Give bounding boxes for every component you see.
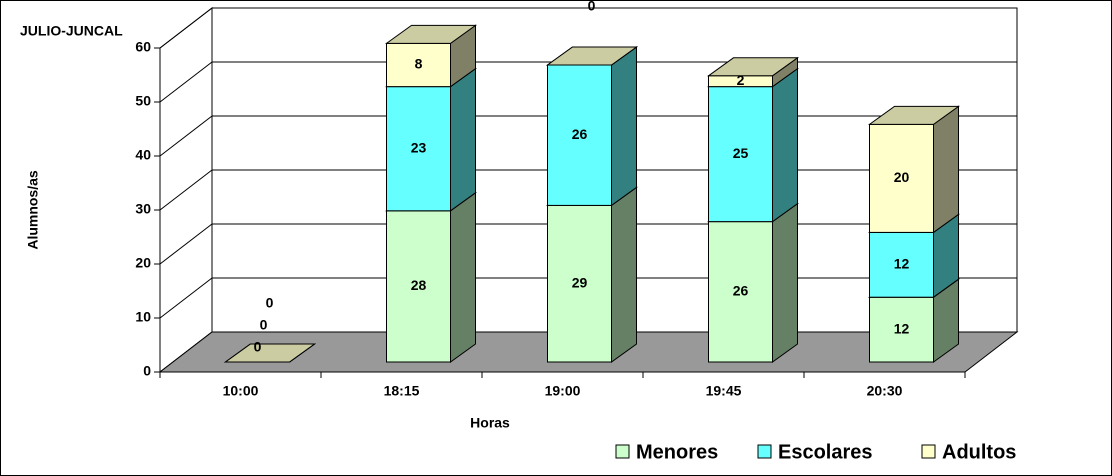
y-tick-label: 50: [135, 93, 151, 109]
legend-swatch: [615, 444, 630, 459]
legend-label: Adultos: [942, 441, 1016, 463]
value-label: 0: [260, 317, 268, 333]
value-label: 28: [411, 277, 427, 293]
bar-front: [386, 86, 451, 212]
bar-front: [869, 123, 934, 233]
x-tick-label: 10:00: [223, 383, 259, 399]
y-tick-label: 30: [135, 201, 151, 217]
grid-line: [159, 223, 213, 265]
x-tick-label: 19:00: [545, 383, 581, 399]
grid-line: [159, 169, 213, 211]
y-axis-label: Alumnos/as: [25, 170, 41, 250]
value-label: 26: [572, 126, 588, 142]
value-label: 8: [415, 56, 423, 72]
grid-line: [159, 115, 213, 157]
value-label: 12: [894, 320, 910, 336]
bar-side: [933, 105, 959, 234]
chart-title: JULIO-JUNCAL: [20, 23, 123, 39]
grid-line: [159, 61, 213, 103]
bar-front: [547, 64, 612, 206]
bar-top: [545, 46, 639, 66]
bar-side: [450, 191, 476, 363]
bar-side: [450, 67, 476, 212]
value-label: 29: [572, 274, 588, 290]
x-axis-label: Horas: [470, 415, 510, 431]
legend-swatch: [921, 444, 936, 459]
bar-front: [547, 204, 612, 363]
x-tick-label: 18:15: [384, 383, 420, 399]
bar-front: [708, 221, 773, 363]
value-label: 25: [733, 145, 749, 161]
bar-front: [869, 231, 934, 298]
x-tick-label: 19:45: [706, 383, 742, 399]
value-label: 26: [733, 283, 749, 299]
bar-side: [611, 46, 637, 207]
value-label: 0: [254, 339, 262, 355]
value-label: 20: [894, 169, 910, 185]
value-label: 2: [737, 72, 745, 88]
bar-top: [867, 105, 961, 125]
y-tick-label: 10: [135, 309, 151, 325]
value-label: 0: [266, 295, 274, 311]
value-label: 0: [588, 0, 596, 14]
legend-swatch: [757, 444, 772, 459]
bar-side: [772, 67, 798, 223]
bar-front: [869, 296, 934, 363]
y-tick-label: 60: [135, 39, 151, 55]
bar-top: [384, 24, 478, 44]
value-label: 12: [894, 256, 910, 272]
legend-label: Menores: [636, 441, 718, 463]
x-tick-label: 20:30: [867, 383, 903, 399]
bar-top: [706, 57, 800, 77]
grid-line: [159, 7, 213, 49]
y-tick-label: 20: [135, 255, 151, 271]
y-tick-label: 0: [143, 363, 151, 379]
bar-side: [772, 202, 798, 363]
value-label: 23: [411, 139, 427, 155]
grid-line: [159, 277, 213, 319]
legend-label: Escolares: [778, 441, 873, 463]
bar-top: [223, 343, 317, 363]
bar-side: [611, 186, 637, 363]
y-tick-label: 40: [135, 147, 151, 163]
